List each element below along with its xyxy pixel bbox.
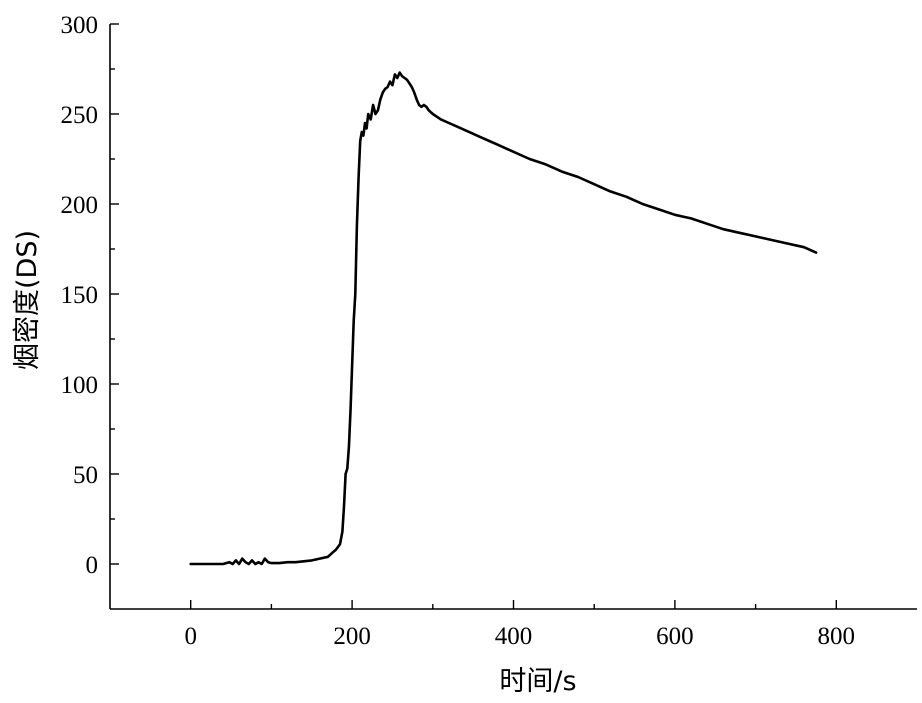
x-axis-label: 时间/s bbox=[499, 666, 576, 697]
x-tick-label: 600 bbox=[656, 623, 694, 650]
x-tick-label: 800 bbox=[818, 623, 856, 650]
y-tick-label: 100 bbox=[61, 372, 99, 399]
x-tick-label: 400 bbox=[495, 623, 533, 650]
y-axis-label: 烟密度(DS) bbox=[12, 230, 43, 370]
ticks bbox=[110, 23, 837, 609]
y-tick-label: 300 bbox=[61, 12, 99, 39]
y-tick-label: 150 bbox=[61, 282, 99, 309]
series-line bbox=[189, 71, 818, 566]
y-tick-label: 250 bbox=[61, 102, 99, 129]
y-tick-label: 0 bbox=[86, 552, 99, 579]
y-tick-label: 200 bbox=[61, 192, 99, 219]
x-tick-label: 200 bbox=[333, 623, 371, 650]
y-tick-label: 50 bbox=[73, 462, 98, 489]
x-tick-label: 0 bbox=[184, 623, 197, 650]
axes bbox=[109, 24, 917, 610]
tick-labels: 0 50 100 150 200 250 300 0 200 400 600 800 bbox=[61, 12, 856, 650]
